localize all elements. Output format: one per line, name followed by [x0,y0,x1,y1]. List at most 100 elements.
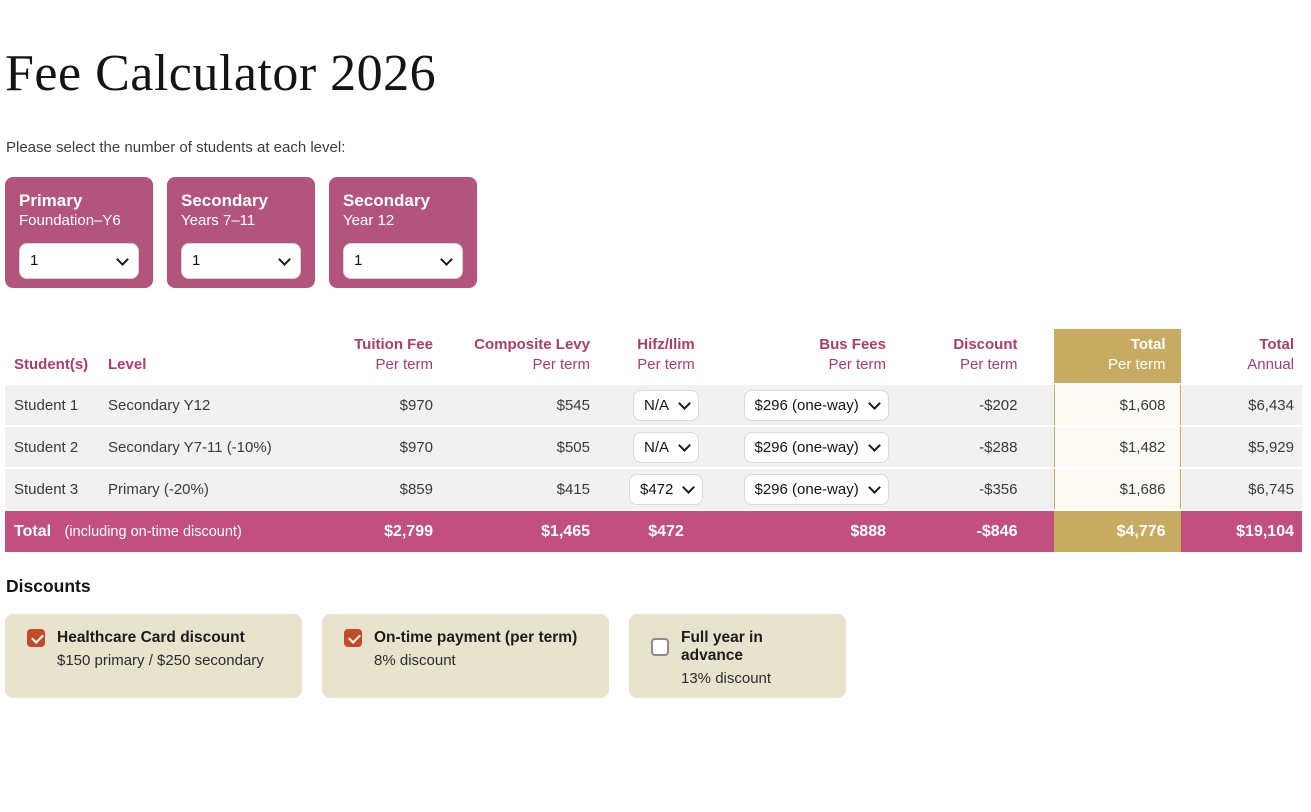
col-header-hifz: Hifz/Ilim Per term [598,329,734,384]
secondary12-count-select[interactable]: 1 [343,242,463,279]
full-year-discount-checkbox[interactable] [651,638,669,656]
total-label-cell: Total (including on-time discount) [5,509,330,552]
fee-table: Student(s) Level Tuition Fee Per term Co… [5,329,1302,552]
hifz-select-student-3[interactable]: $472 [629,473,703,505]
col-header-total-annual-line2: Annual [1247,355,1294,373]
bus-select-wrap: $296 (one-way) [743,389,889,421]
secondary711-count-select[interactable]: 1 [181,242,301,279]
level-card-primary: Primary Foundation–Y6 1 [5,177,153,288]
composite-cell: $505 [441,425,598,468]
page-title: Fee Calculator 2026 [5,45,437,102]
col-header-discount-line2: Per term [959,355,1018,373]
bus-select-wrap: $296 (one-way) [743,431,889,463]
col-header-total-term-line2: Per term [1107,355,1166,373]
discount-label: On-time payment (per term) [374,629,578,646]
total-composite-cell: $1,465 [441,509,598,552]
total-per-term-cell: $4,776 [1053,509,1181,552]
bus-cell: $296 (one-way) [734,425,898,468]
col-header-bus-line2: Per term [828,355,886,373]
col-header-total-annual-line1: Total [1259,336,1294,353]
col-header-discount: Discount Per term [898,329,1054,384]
col-header-discount-line1: Discount [953,336,1018,353]
total-hifz-cell: $472 [598,509,734,552]
table-row-student-1: Student 1 Secondary Y12 $970 $545 N/A $2… [5,383,1302,426]
level-card-subtitle: Year 12 [343,212,395,230]
col-header-level: Level [103,329,330,384]
discount-label: Healthcare Card discount [57,629,245,646]
total-label: Total [14,522,52,540]
student-cell: Student 3 [5,467,103,510]
table-row-student-2: Student 2 Secondary Y7-11 (-10%) $970 $5… [5,425,1302,468]
fee-table-header-row: Student(s) Level Tuition Fee Per term Co… [5,329,1302,384]
table-row-student-3: Student 3 Primary (-20%) $859 $415 $472 … [5,467,1302,510]
col-header-hifz-line1: Hifz/Ilim [637,336,695,353]
total-discount-cell: -$846 [898,509,1054,552]
tuition-cell: $859 [330,467,441,510]
discount-label: Full year in advance [681,629,763,664]
level-card-title: Secondary [343,191,430,210]
level-card-subtitle: Years 7–11 [181,212,256,230]
on-time-discount-checkbox[interactable] [344,629,362,647]
discount-detail: 13% discount [681,670,772,687]
student-cell: Student 1 [5,383,103,426]
level-cell: Secondary Y12 [103,383,330,426]
discount-cell: -$288 [898,425,1054,468]
hifz-select-wrap: $472 [629,473,703,505]
col-header-total-annual: Total Annual [1180,329,1302,384]
composite-cell: $415 [441,467,598,510]
col-header-tuition-line2: Per term [375,355,433,373]
total-annual-cell: $6,745 [1180,467,1302,510]
level-card-secondary-y12: Secondary Year 12 1 [329,177,477,288]
hifz-cell: N/A [598,425,734,468]
discount-card-on-time: On-time payment (per term) 8% discount [322,614,609,698]
primary-count-select[interactable]: 1 [19,242,139,279]
secondary12-count-select-wrap: 1 [343,242,463,279]
hifz-select-student-1[interactable]: N/A [633,389,699,421]
total-annual-sum-cell: $19,104 [1180,509,1302,552]
total-term-cell: $1,608 [1053,383,1181,426]
discount-cell: -$356 [898,467,1054,510]
col-header-bus-fees: Bus Fees Per term [734,329,898,384]
level-selector-row: Primary Foundation–Y6 1 Secondary Years … [5,177,1311,288]
col-header-composite-levy: Composite Levy Per term [441,329,598,384]
hifz-cell: $472 [598,467,734,510]
col-header-bus-line1: Bus Fees [819,336,886,353]
level-card-title: Primary [19,191,83,210]
total-annual-cell: $5,929 [1180,425,1302,468]
col-header-composite-line1: Composite Levy [474,336,590,353]
total-bus-cell: $888 [734,509,898,552]
instruction-text: Please select the number of students at … [6,139,346,156]
col-header-tuition-line1: Tuition Fee [354,336,433,353]
col-header-hifz-line2: Per term [637,355,695,373]
level-cell: Primary (-20%) [103,467,330,510]
level-card-subtitle: Foundation–Y6 [19,212,121,230]
col-header-tuition: Tuition Fee Per term [330,329,441,384]
bus-select-student-2[interactable]: $296 (one-way) [743,431,889,463]
hifz-select-student-2[interactable]: N/A [633,431,699,463]
col-header-total-term-line1: Total [1130,336,1166,353]
col-header-level-label: Level [108,355,147,373]
discount-card-full-year: Full year in advance 13% discount [629,614,846,698]
level-card-secondary-7-11: Secondary Years 7–11 1 [167,177,315,288]
healthcare-discount-checkbox[interactable] [27,629,45,647]
level-cell: Secondary Y7-11 (-10%) [103,425,330,468]
hifz-select-wrap: N/A [633,431,699,463]
level-card-title: Secondary [181,191,268,210]
discount-cell: -$202 [898,383,1054,426]
total-term-cell: $1,482 [1053,425,1181,468]
bus-cell: $296 (one-way) [734,383,898,426]
bus-select-student-1[interactable]: $296 (one-way) [743,389,889,421]
hifz-select-wrap: N/A [633,389,699,421]
hifz-cell: N/A [598,383,734,426]
fee-calculator-page: Fee Calculator 2026 Please select the nu… [0,44,1311,698]
col-header-composite-line2: Per term [532,355,590,373]
student-cell: Student 2 [5,425,103,468]
bus-select-student-3[interactable]: $296 (one-way) [743,473,889,505]
discount-detail: $150 primary / $250 secondary [57,652,264,669]
total-tuition-cell: $2,799 [330,509,441,552]
total-term-cell: $1,686 [1053,467,1181,510]
col-header-students-label: Student(s) [14,355,89,373]
discount-cards-row: Healthcare Card discount $150 primary / … [5,614,1311,698]
tuition-cell: $970 [330,425,441,468]
bus-cell: $296 (one-way) [734,467,898,510]
